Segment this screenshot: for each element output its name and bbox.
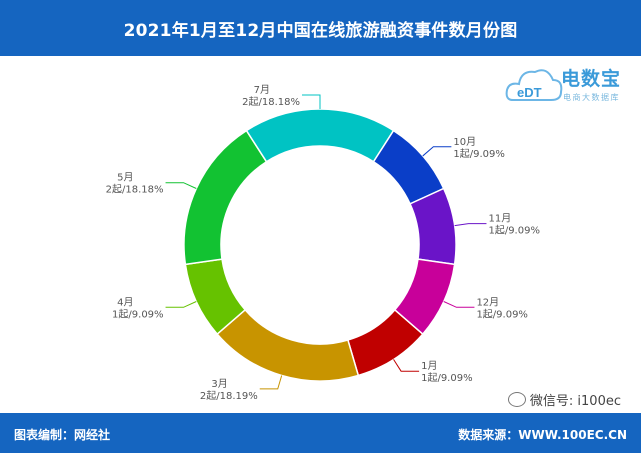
footer-compiler: 图表编制：网经社 [14,428,111,442]
slice-value-label-2: 1起/9.09% [112,308,164,320]
slice-month-label-4: 7月 [254,84,270,96]
leader-line-4 [302,94,321,109]
leader-line-6 [454,223,487,227]
wechat-watermark: 微信号: i100ec [507,390,621,409]
leader-line-5 [422,146,452,157]
slice-4 [245,108,395,163]
slice-value-label-1: 2起/18.19% [200,390,258,402]
slice-1 [216,308,360,382]
slice-value-label-0: 1起/9.09% [421,372,473,384]
footer-source: 数据来源：WWW.100EC.CN [458,428,627,442]
leader-line-2 [165,301,197,308]
leader-line-3 [165,182,197,189]
wechat-icon [507,392,526,407]
slice-value-label-6: 1起/9.09% [488,225,540,237]
slice-month-label-7: 12月 [476,296,499,308]
chart-footer: 图表编制：网经社 数据来源：WWW.100EC.CN [0,413,641,453]
edt-logo: eDT 电数宝 电商大数据库 [505,60,635,110]
slice-month-label-3: 5月 [117,172,133,184]
chart-header: 2021年1月至12月中国在线旅游融资事件数月份图 [0,0,641,56]
slice-value-label-7: 1起/9.09% [476,308,528,320]
slice-3 [183,129,268,266]
leader-line-0 [393,359,420,372]
slice-value-label-4: 2起/18.18% [242,96,300,108]
slice-month-label-1: 3月 [211,378,227,390]
chart-title: 2021年1月至12月中国在线旅游融资事件数月份图 [123,20,518,41]
logo-subtitle: 电商大数据库 [563,93,620,102]
slice-month-label-5: 10月 [453,136,476,148]
logo-mark: eDT [517,85,542,100]
leader-line-1 [259,375,283,390]
slice-value-label-3: 2起/18.18% [106,184,164,196]
donut-chart: 1月1起/9.09%3月2起/18.19%4月1起/9.09%5月2起/18.1… [106,84,540,402]
slice-month-label-2: 4月 [117,296,133,308]
logo-brand: 电数宝 [561,68,622,90]
slice-value-label-5: 1起/9.09% [453,148,505,160]
cloud-logo-icon: eDT [505,69,563,101]
slice-month-label-6: 11月 [488,213,511,225]
watermark-text: 微信号: i100ec [529,394,621,409]
leader-line-7 [443,301,475,308]
slice-month-label-0: 1月 [421,360,437,372]
slice-7 [393,258,456,336]
